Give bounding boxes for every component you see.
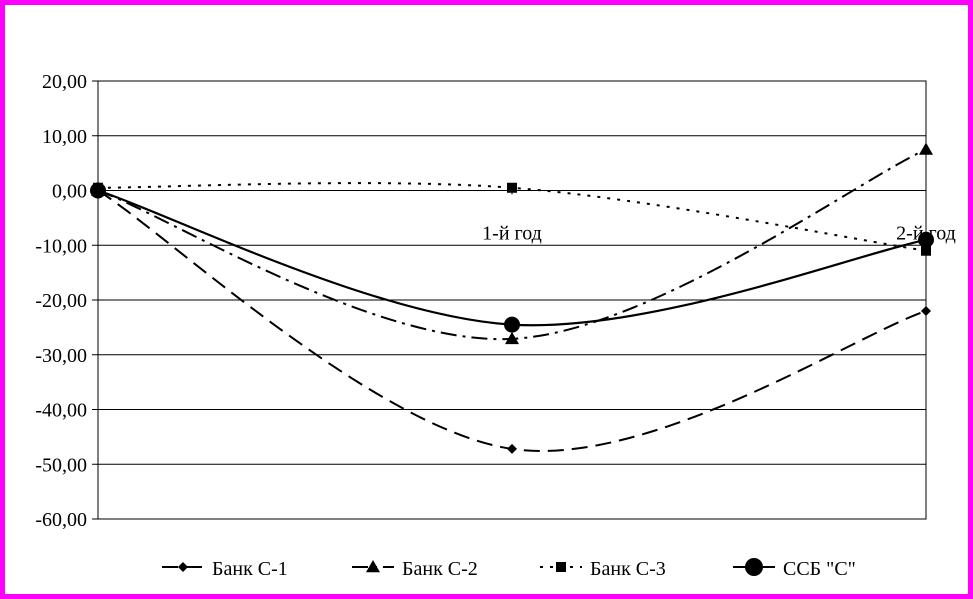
y-tick-label: 10,00 bbox=[42, 126, 87, 148]
legend-marker bbox=[745, 558, 763, 576]
y-tick-label: -10,00 bbox=[35, 235, 87, 257]
y-tick-label: 20,00 bbox=[42, 71, 87, 93]
legend-label: ССБ "С" bbox=[783, 558, 856, 580]
legend-marker bbox=[366, 560, 380, 573]
data-point bbox=[90, 182, 106, 199]
legend-label: Банк С-1 bbox=[212, 558, 288, 580]
series-4 bbox=[90, 182, 934, 333]
legend-marker bbox=[556, 562, 566, 572]
y-tick-label: -40,00 bbox=[35, 400, 87, 422]
series-line bbox=[97, 182, 927, 252]
data-point bbox=[918, 231, 934, 248]
legend-label: Банк С-3 bbox=[590, 558, 666, 580]
y-tick-label: -30,00 bbox=[35, 345, 87, 367]
y-tick-label: -50,00 bbox=[35, 454, 87, 476]
y-tick-label: -60,00 bbox=[35, 509, 87, 531]
category-labels: 1-й год 2-й год bbox=[482, 223, 956, 245]
series-line bbox=[97, 189, 927, 327]
legend-item-1: Банк С-1 bbox=[162, 558, 288, 580]
data-point bbox=[505, 331, 519, 345]
data-point bbox=[504, 316, 520, 333]
category-label: 1-й год bbox=[482, 223, 542, 245]
legend-item-2: Банк С-2 bbox=[352, 558, 478, 580]
legend-marker bbox=[178, 562, 188, 572]
category-label: 2-й год bbox=[896, 223, 956, 245]
y-tick-label: 0,00 bbox=[52, 181, 87, 203]
y-axis-ticks: 20,00 10,00 0,00 -10,00 -20,00 -30,00 -40,00 -5… bbox=[35, 71, 98, 531]
series-group bbox=[90, 142, 934, 454]
legend: Банк С-1 Банк С-2 Банк С-3 ССБ "С" bbox=[162, 558, 856, 580]
data-point bbox=[507, 443, 517, 454]
y-tick-label: -20,00 bbox=[35, 290, 87, 312]
data-point bbox=[921, 245, 931, 256]
data-point bbox=[507, 182, 517, 193]
legend-item-4: ССБ "С" bbox=[733, 558, 856, 580]
legend-item-3: Банк С-3 bbox=[540, 558, 666, 580]
data-point bbox=[919, 142, 933, 155]
data-point bbox=[921, 305, 931, 316]
legend-label: Банк С-2 bbox=[402, 558, 478, 580]
